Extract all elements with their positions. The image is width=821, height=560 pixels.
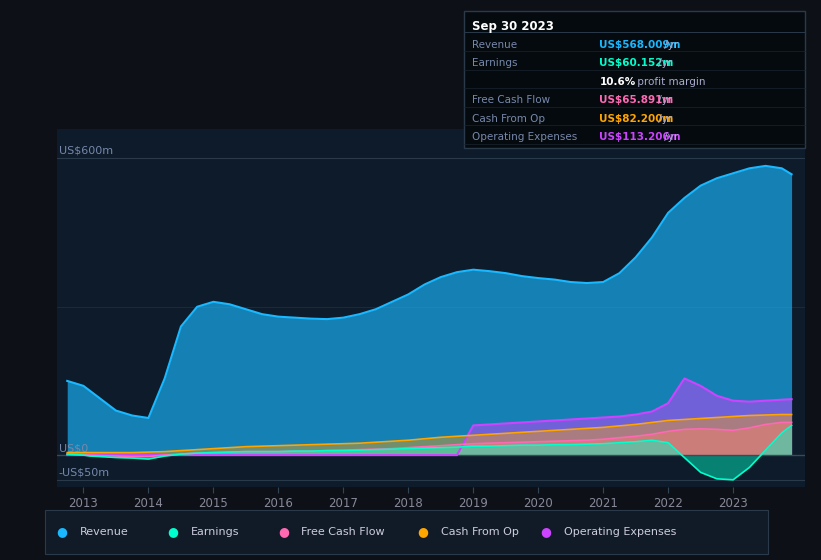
Text: Earnings: Earnings <box>190 527 239 537</box>
Text: Revenue: Revenue <box>80 527 128 537</box>
Text: US$568.009m: US$568.009m <box>599 40 681 49</box>
Text: Cash From Op: Cash From Op <box>472 114 545 124</box>
Text: Operating Expenses: Operating Expenses <box>564 527 677 537</box>
Text: profit margin: profit margin <box>634 77 705 87</box>
Text: Free Cash Flow: Free Cash Flow <box>301 527 385 537</box>
Text: US$113.206m: US$113.206m <box>599 132 681 142</box>
Text: ●: ● <box>417 525 429 539</box>
Text: Operating Expenses: Operating Expenses <box>472 132 577 142</box>
Text: -US$50m: -US$50m <box>59 468 110 478</box>
Text: ●: ● <box>540 525 552 539</box>
Text: US$600m: US$600m <box>59 145 113 155</box>
Text: Revenue: Revenue <box>472 40 517 49</box>
Text: /yr: /yr <box>655 95 672 105</box>
Text: Cash From Op: Cash From Op <box>441 527 519 537</box>
Text: /yr: /yr <box>661 132 678 142</box>
Text: ●: ● <box>277 525 289 539</box>
Text: Earnings: Earnings <box>472 58 517 68</box>
Text: ●: ● <box>167 525 178 539</box>
Text: 10.6%: 10.6% <box>599 77 635 87</box>
Text: US$0: US$0 <box>59 443 88 453</box>
Text: Free Cash Flow: Free Cash Flow <box>472 95 550 105</box>
Text: /yr: /yr <box>655 114 672 124</box>
Text: US$82.200m: US$82.200m <box>599 114 674 124</box>
Text: ●: ● <box>56 525 67 539</box>
Text: /yr: /yr <box>655 58 672 68</box>
Text: Sep 30 2023: Sep 30 2023 <box>472 20 554 34</box>
Text: US$65.891m: US$65.891m <box>599 95 673 105</box>
Text: US$60.152m: US$60.152m <box>599 58 674 68</box>
Text: /yr: /yr <box>661 40 678 49</box>
